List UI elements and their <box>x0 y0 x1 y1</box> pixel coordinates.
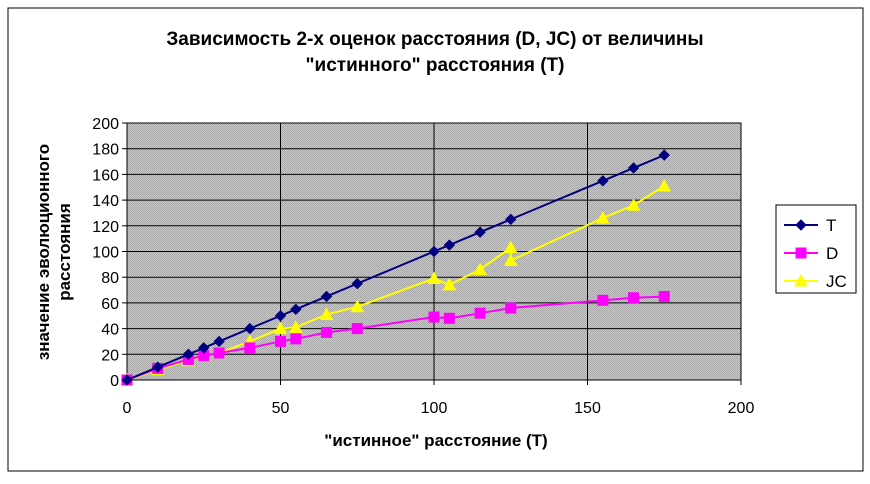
plot-area: 0 20 40 60 80 100 120 140 160 180 200 0 50 100 150 200 <box>92 116 754 417</box>
legend-box <box>775 204 857 294</box>
data-point-jc <box>473 262 487 275</box>
y-tick-label: 180 <box>92 142 119 159</box>
data-point-d <box>597 294 609 306</box>
data-point-t <box>627 162 640 174</box>
data-point-t <box>198 342 210 354</box>
y-tick-label: 80 <box>101 270 119 287</box>
data-point-jc <box>273 321 288 335</box>
x-tick-label: 200 <box>728 400 755 417</box>
data-point-jc <box>319 307 334 320</box>
data-point-t <box>213 335 225 348</box>
data-point-d <box>244 342 256 354</box>
data-point-t <box>121 374 133 386</box>
data-point-jc <box>442 277 457 291</box>
data-point-jc <box>350 299 365 313</box>
data-point-t <box>151 361 164 373</box>
legend-marker-t <box>795 219 807 231</box>
data-point-t <box>597 175 609 187</box>
x-axis-label: "истинное" расстояние (T) <box>324 431 547 450</box>
legend-label-t: T <box>826 216 836 235</box>
legend-label-jc: JC <box>826 272 847 291</box>
data-point-d <box>658 290 670 302</box>
data-point-d <box>505 302 517 314</box>
y-tick-label: 0 <box>110 373 119 390</box>
y-tick-label: 60 <box>101 296 119 313</box>
data-point-t <box>182 348 195 361</box>
x-tick-label: 100 <box>421 400 448 417</box>
legend-marker-jc <box>794 273 808 287</box>
x-tick-label: 50 <box>272 400 290 417</box>
y-axis-label-line-1: значение эволюционного <box>34 144 53 360</box>
legend-marker-d <box>795 247 807 259</box>
data-point-t <box>274 310 287 322</box>
data-point-t <box>320 290 333 303</box>
data-point-jc <box>657 178 672 192</box>
data-point-t <box>428 245 440 258</box>
y-axis-label-line-2: расстояния <box>55 203 74 301</box>
x-tick-label: 0 <box>123 400 132 417</box>
data-point-jc <box>427 271 441 284</box>
data-point-jc <box>503 253 518 266</box>
y-tick-label: 120 <box>92 219 119 236</box>
data-point-d <box>628 292 640 304</box>
data-point-t <box>474 226 486 238</box>
data-point-d <box>213 347 225 359</box>
data-point-t <box>244 322 256 335</box>
data-point-d <box>275 335 286 347</box>
data-point-d <box>321 326 333 338</box>
y-tick-label: 200 <box>92 116 119 133</box>
chart-title-line-2: "истинного" расстояния (T) <box>306 55 565 76</box>
data-point-t <box>351 277 363 290</box>
y-tick-label: 160 <box>92 167 119 184</box>
data-point-d <box>443 312 455 324</box>
legend-label-d: D <box>826 244 838 263</box>
data-point-d <box>428 311 440 323</box>
chart-title-line-1: Зависимость 2-х оценок расстояния (D, JC… <box>166 29 703 50</box>
data-point-jc <box>289 320 303 333</box>
data-point-d <box>351 323 363 335</box>
y-tick-label: 40 <box>101 322 119 339</box>
x-tick-label: 150 <box>574 400 601 417</box>
legend: TD JC <box>775 204 857 294</box>
data-point-d <box>474 307 486 319</box>
data-point-t <box>443 239 456 251</box>
y-tick-label: 140 <box>92 193 119 210</box>
y-tick-label: 100 <box>92 245 119 262</box>
data-point-jc <box>503 240 518 254</box>
data-point-t <box>658 149 670 161</box>
data-point-t <box>290 303 302 316</box>
y-tick-label: 20 <box>101 347 119 364</box>
data-point-t <box>505 213 517 226</box>
data-point-jc <box>596 211 610 224</box>
data-point-jc <box>626 198 641 211</box>
data-point-d <box>290 333 302 345</box>
